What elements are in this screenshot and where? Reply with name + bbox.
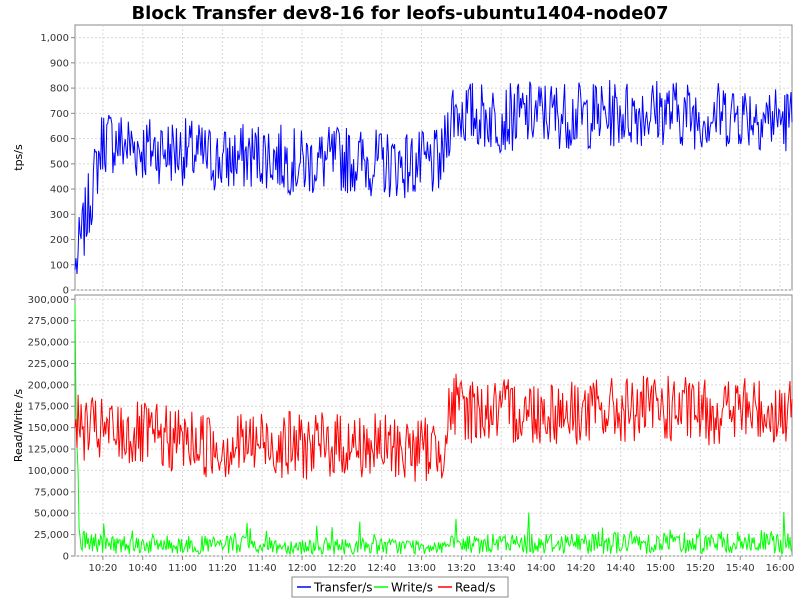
y-axis-label: Read/Write /s (12, 389, 25, 463)
y-tick-label: 400 (50, 185, 69, 196)
y-tick-label: 150,000 (28, 423, 69, 434)
x-tick-label: 14:20 (566, 563, 595, 574)
y-tick-label: 75,000 (34, 487, 69, 498)
y-tick-label: 0 (63, 286, 69, 297)
y-tick-label: 250,000 (28, 338, 69, 349)
y-tick-label: 50,000 (34, 509, 69, 520)
x-tick-label: 15:00 (646, 563, 675, 574)
x-tick-label: 14:00 (527, 563, 556, 574)
x-tick-label: 11:40 (248, 563, 277, 574)
y-tick-label: 1,000 (40, 33, 69, 44)
legend: Transfer/s Write/s Read/s (291, 576, 509, 598)
x-axis: 10:20 10:40 11:00 11:20 11:40 12:00 12:20 12:40… (88, 556, 794, 574)
transfer-panel: 0 100 200 300 400 500 600 700 800 900 1,000 tps/s (12, 24, 793, 297)
legend-item: Write/s (391, 581, 433, 595)
y-tick-label: 200 (50, 235, 69, 246)
x-tick-label: 11:20 (208, 563, 237, 574)
y-tick-label: 500 (50, 159, 69, 170)
x-tick-label: 13:00 (407, 563, 436, 574)
x-tick-label: 10:20 (88, 563, 117, 574)
series-line-writes (74, 303, 793, 556)
y-tick-label: 300 (50, 210, 69, 221)
x-tick-label: 10:40 (128, 563, 157, 574)
legend-item: Read/s (455, 581, 495, 595)
read-write-panel: 0 25,000 50,000 75,000 100,000 125,000 150,000… (12, 294, 793, 563)
x-tick-label: 13:20 (447, 563, 476, 574)
series-line-reads (74, 373, 793, 482)
x-tick-label: 15:20 (686, 563, 715, 574)
y-tick-label: 125,000 (28, 445, 69, 456)
x-tick-label: 13:40 (487, 563, 516, 574)
y-axis-label: tps/s (12, 144, 25, 171)
x-tick-label: 15:40 (726, 563, 755, 574)
series-line-transfers (74, 79, 793, 275)
y-tick-label: 275,000 (28, 316, 69, 327)
x-tick-label: 12:40 (367, 563, 396, 574)
x-tick-label: 16:00 (766, 563, 795, 574)
y-tick-label: 0 (63, 552, 69, 563)
plot-area (74, 294, 793, 557)
x-tick-label: 12:20 (327, 563, 356, 574)
x-tick-label: 11:00 (168, 563, 197, 574)
y-tick-label: 900 (50, 58, 69, 69)
y-tick-label: 175,000 (28, 402, 69, 413)
legend-box (291, 576, 509, 598)
y-tick-label: 25,000 (34, 530, 69, 541)
y-tick-label: 225,000 (28, 359, 69, 370)
x-tick-label: 12:00 (288, 563, 317, 574)
chart-title: Block Transfer dev8-16 for leofs-ubuntu1… (131, 3, 668, 24)
y-tick-label: 100,000 (28, 466, 69, 477)
x-tick-label: 14:40 (606, 563, 635, 574)
y-tick-label: 800 (50, 84, 69, 95)
y-tick-label: 100 (50, 260, 69, 271)
y-tick-label: 700 (50, 109, 69, 120)
legend-item: Transfer/s (313, 581, 373, 595)
y-tick-label: 300,000 (28, 295, 69, 306)
y-tick-label: 200,000 (28, 380, 69, 391)
y-tick-label: 600 (50, 134, 69, 145)
